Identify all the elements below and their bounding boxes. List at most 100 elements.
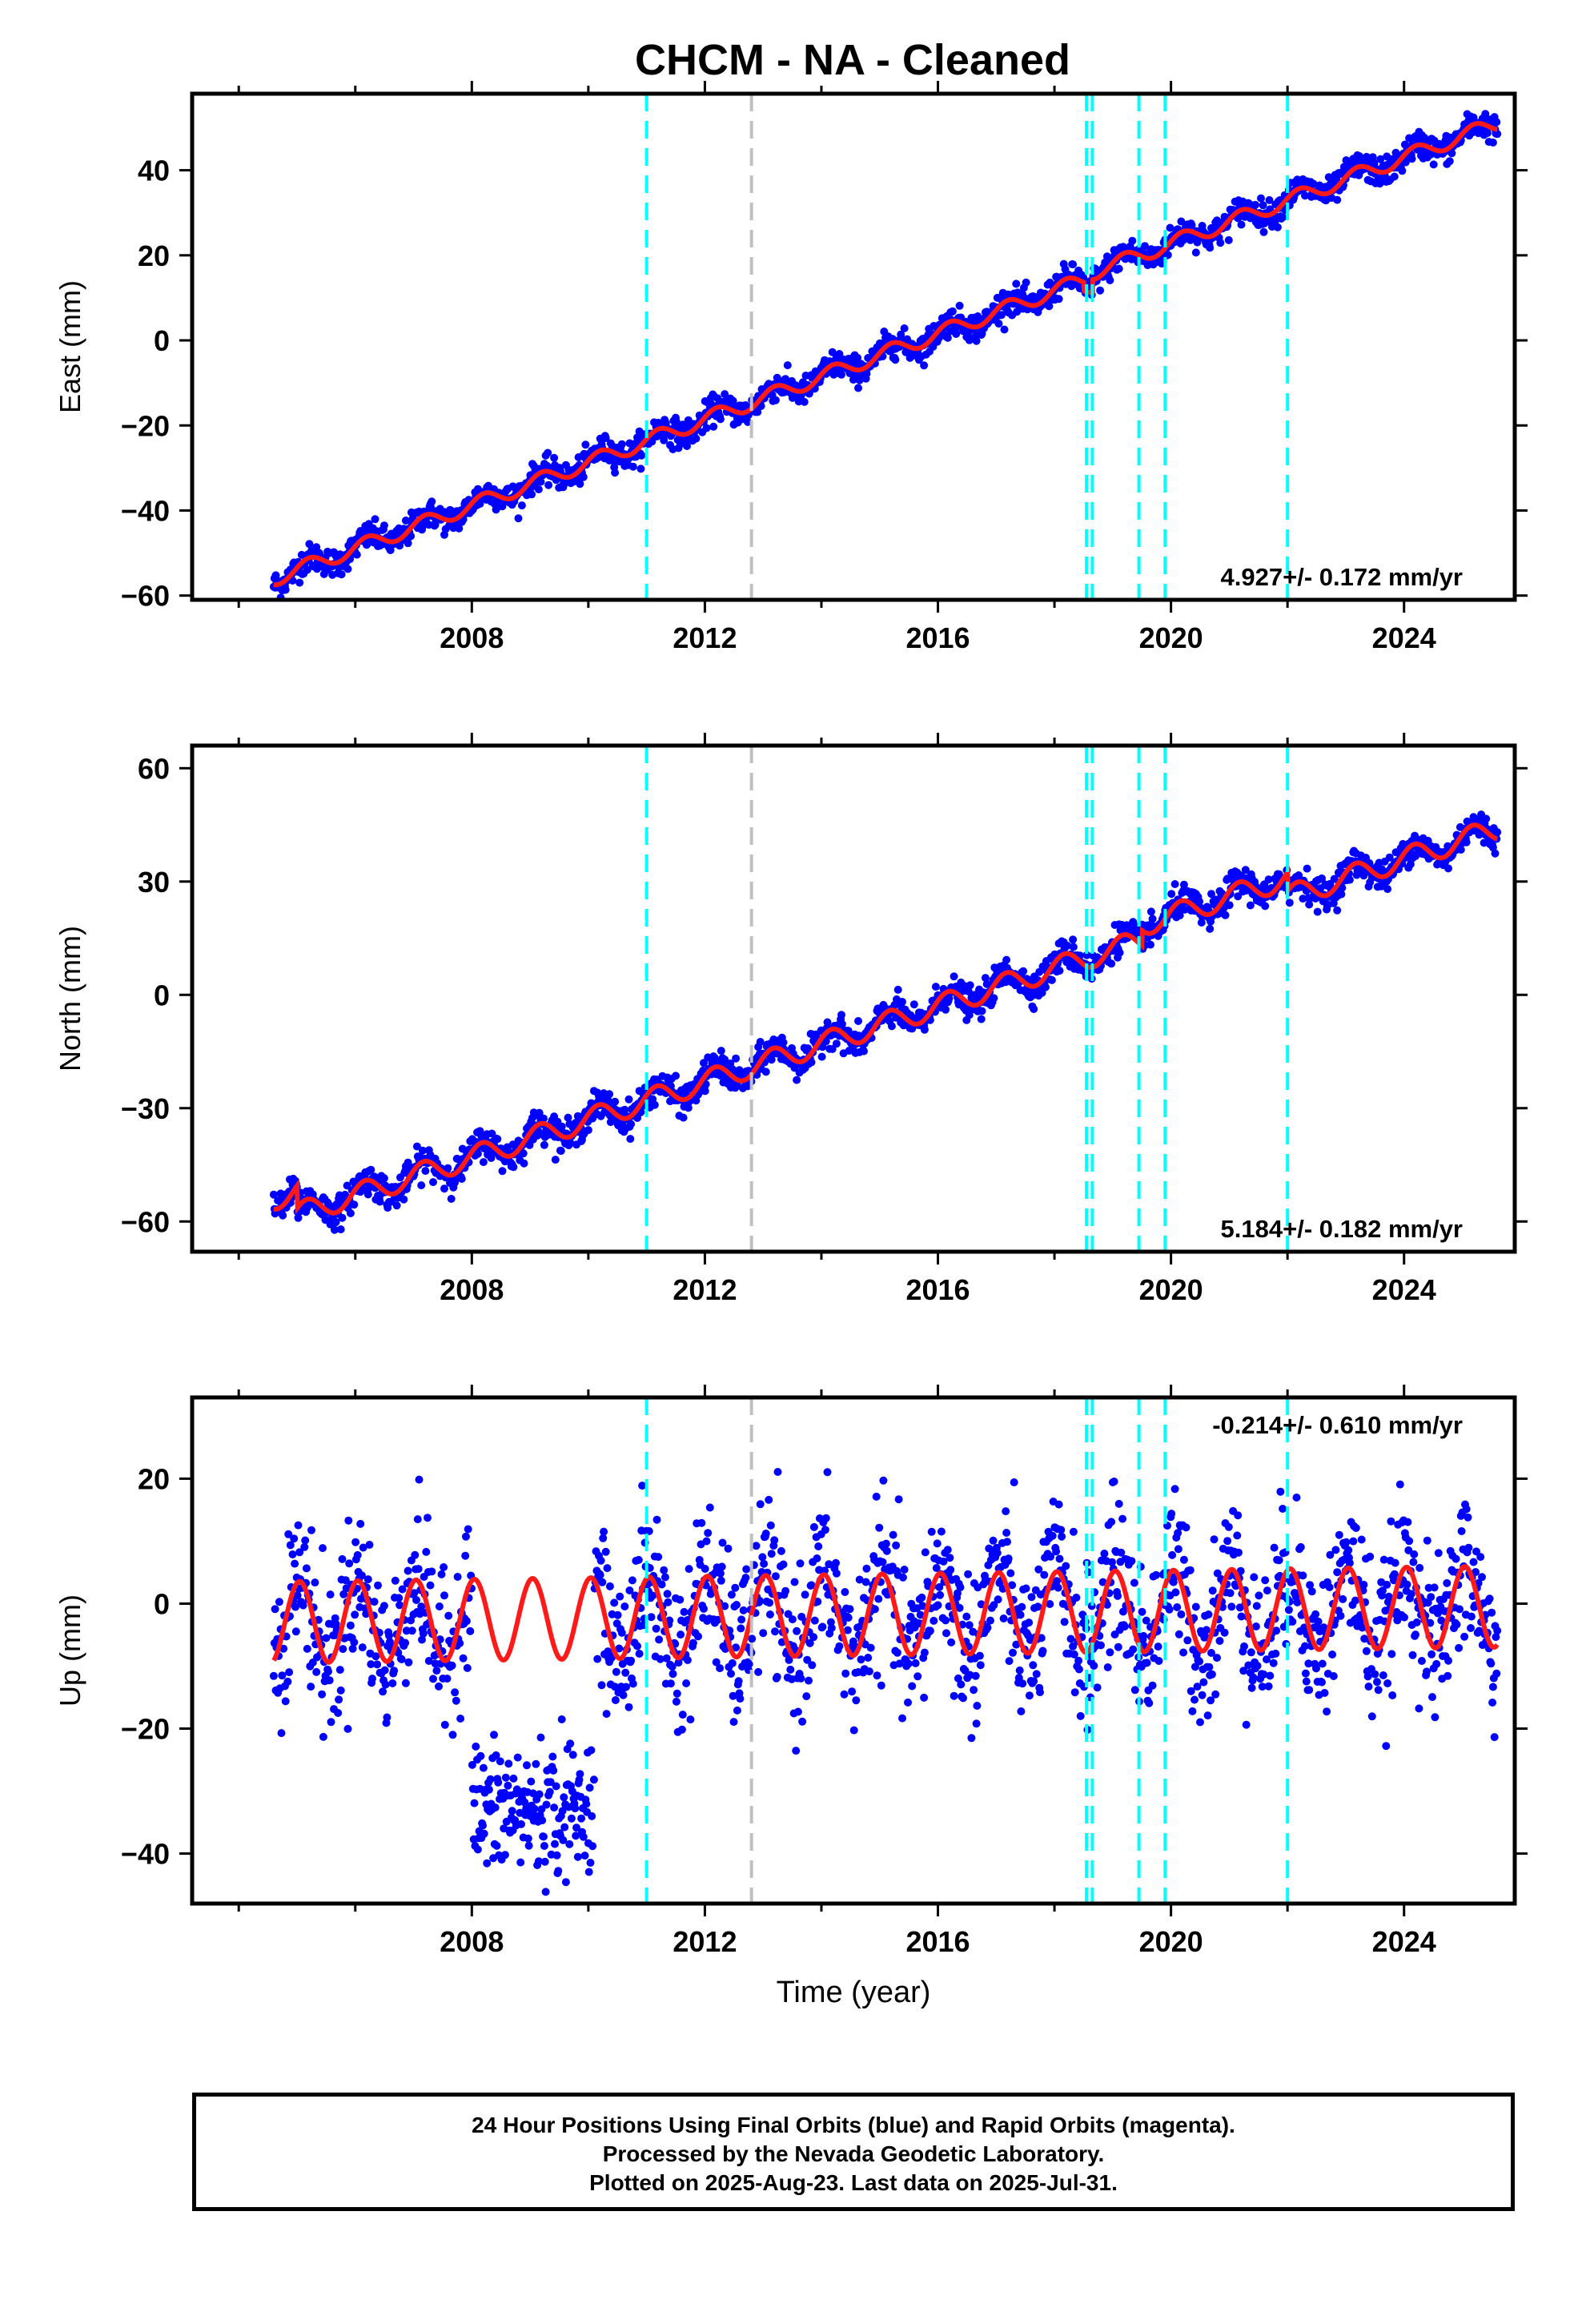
data-point <box>862 1564 871 1573</box>
data-point <box>586 1859 595 1867</box>
data-point <box>672 1697 681 1706</box>
data-point <box>1070 1688 1079 1697</box>
data-point <box>530 1804 539 1813</box>
data-point <box>1179 880 1188 889</box>
data-point <box>357 1571 366 1580</box>
data-point <box>1483 129 1492 138</box>
data-point <box>1213 1569 1222 1578</box>
data-point <box>1139 1631 1148 1640</box>
data-point <box>335 1695 343 1704</box>
data-point <box>1040 1570 1049 1579</box>
data-point <box>336 1686 345 1695</box>
data-point <box>1259 227 1268 236</box>
data-point <box>1054 1583 1062 1592</box>
data-point <box>375 1197 384 1206</box>
data-point <box>1047 975 1056 984</box>
data-point <box>981 974 990 983</box>
data-point <box>779 1038 788 1047</box>
data-point <box>1025 1691 1034 1700</box>
data-point <box>756 1500 765 1509</box>
data-point <box>994 1595 1002 1604</box>
data-point <box>1177 217 1186 226</box>
data-point <box>548 1752 557 1761</box>
data-point <box>1182 1523 1191 1532</box>
data-point <box>1069 1527 1078 1536</box>
data-point <box>307 1683 315 1691</box>
data-point <box>303 565 311 574</box>
data-point <box>689 1638 697 1647</box>
data-point <box>605 1582 614 1590</box>
data-point <box>926 1626 934 1635</box>
data-point <box>584 1126 592 1135</box>
data-point <box>872 1492 881 1501</box>
data-point <box>367 1660 375 1669</box>
data-point <box>898 1573 907 1582</box>
data-point <box>965 1621 974 1630</box>
data-point <box>727 1590 736 1599</box>
data-point <box>617 440 626 448</box>
data-point <box>759 1629 768 1638</box>
data-point <box>918 1602 927 1610</box>
data-point <box>576 1770 584 1779</box>
data-point <box>1074 1656 1083 1665</box>
data-point <box>395 1594 404 1602</box>
data-point <box>767 1550 776 1558</box>
data-point <box>343 1724 352 1733</box>
data-point <box>1036 1688 1044 1697</box>
data-point <box>843 1626 852 1634</box>
data-point <box>966 981 974 990</box>
data-point <box>1251 200 1259 209</box>
data-point <box>1108 1558 1116 1566</box>
data-point <box>638 1482 647 1490</box>
data-point <box>1295 871 1303 879</box>
data-point <box>346 1621 355 1630</box>
x-tick-label: 2012 <box>673 621 737 654</box>
data-point <box>962 1612 971 1621</box>
data-point <box>716 415 725 424</box>
data-point <box>552 1782 560 1791</box>
data-point <box>373 1660 382 1669</box>
data-point <box>619 1691 628 1699</box>
data-point <box>1213 1654 1221 1663</box>
data-point <box>634 1555 643 1564</box>
data-point <box>1187 221 1196 230</box>
data-point <box>517 1819 525 1828</box>
x-tick-label: 2012 <box>673 1273 737 1306</box>
data-point <box>1054 295 1063 304</box>
data-point <box>1015 1666 1024 1675</box>
data-point <box>861 1578 870 1586</box>
data-points <box>269 110 1502 600</box>
data-point <box>942 1616 950 1625</box>
data-point <box>550 1803 559 1812</box>
data-point <box>418 1635 426 1644</box>
data-point <box>870 1605 879 1614</box>
data-point <box>486 1775 495 1783</box>
data-point <box>444 1611 453 1620</box>
data-point <box>777 1546 785 1555</box>
data-point <box>338 1213 347 1222</box>
data-point <box>660 1566 669 1574</box>
data-point <box>788 1615 797 1624</box>
data-point <box>602 1710 611 1719</box>
data-point <box>1154 1657 1163 1665</box>
data-point <box>942 1629 950 1638</box>
data-point <box>542 1800 551 1809</box>
data-point <box>456 1715 465 1723</box>
data-point <box>1186 1566 1195 1574</box>
data-point <box>611 1097 620 1106</box>
data-point <box>943 1546 952 1554</box>
data-point <box>771 396 780 404</box>
data-point <box>813 1554 821 1562</box>
data-point <box>579 1832 588 1841</box>
data-point <box>275 1598 283 1606</box>
data-point <box>598 1578 607 1586</box>
data-point <box>1029 1661 1038 1670</box>
data-point <box>413 1515 422 1524</box>
data-point <box>1097 1641 1105 1650</box>
data-point <box>739 1606 748 1614</box>
data-point <box>741 1574 750 1582</box>
data-point <box>448 1731 457 1739</box>
data-point <box>428 1567 436 1576</box>
data-point <box>844 1614 853 1622</box>
